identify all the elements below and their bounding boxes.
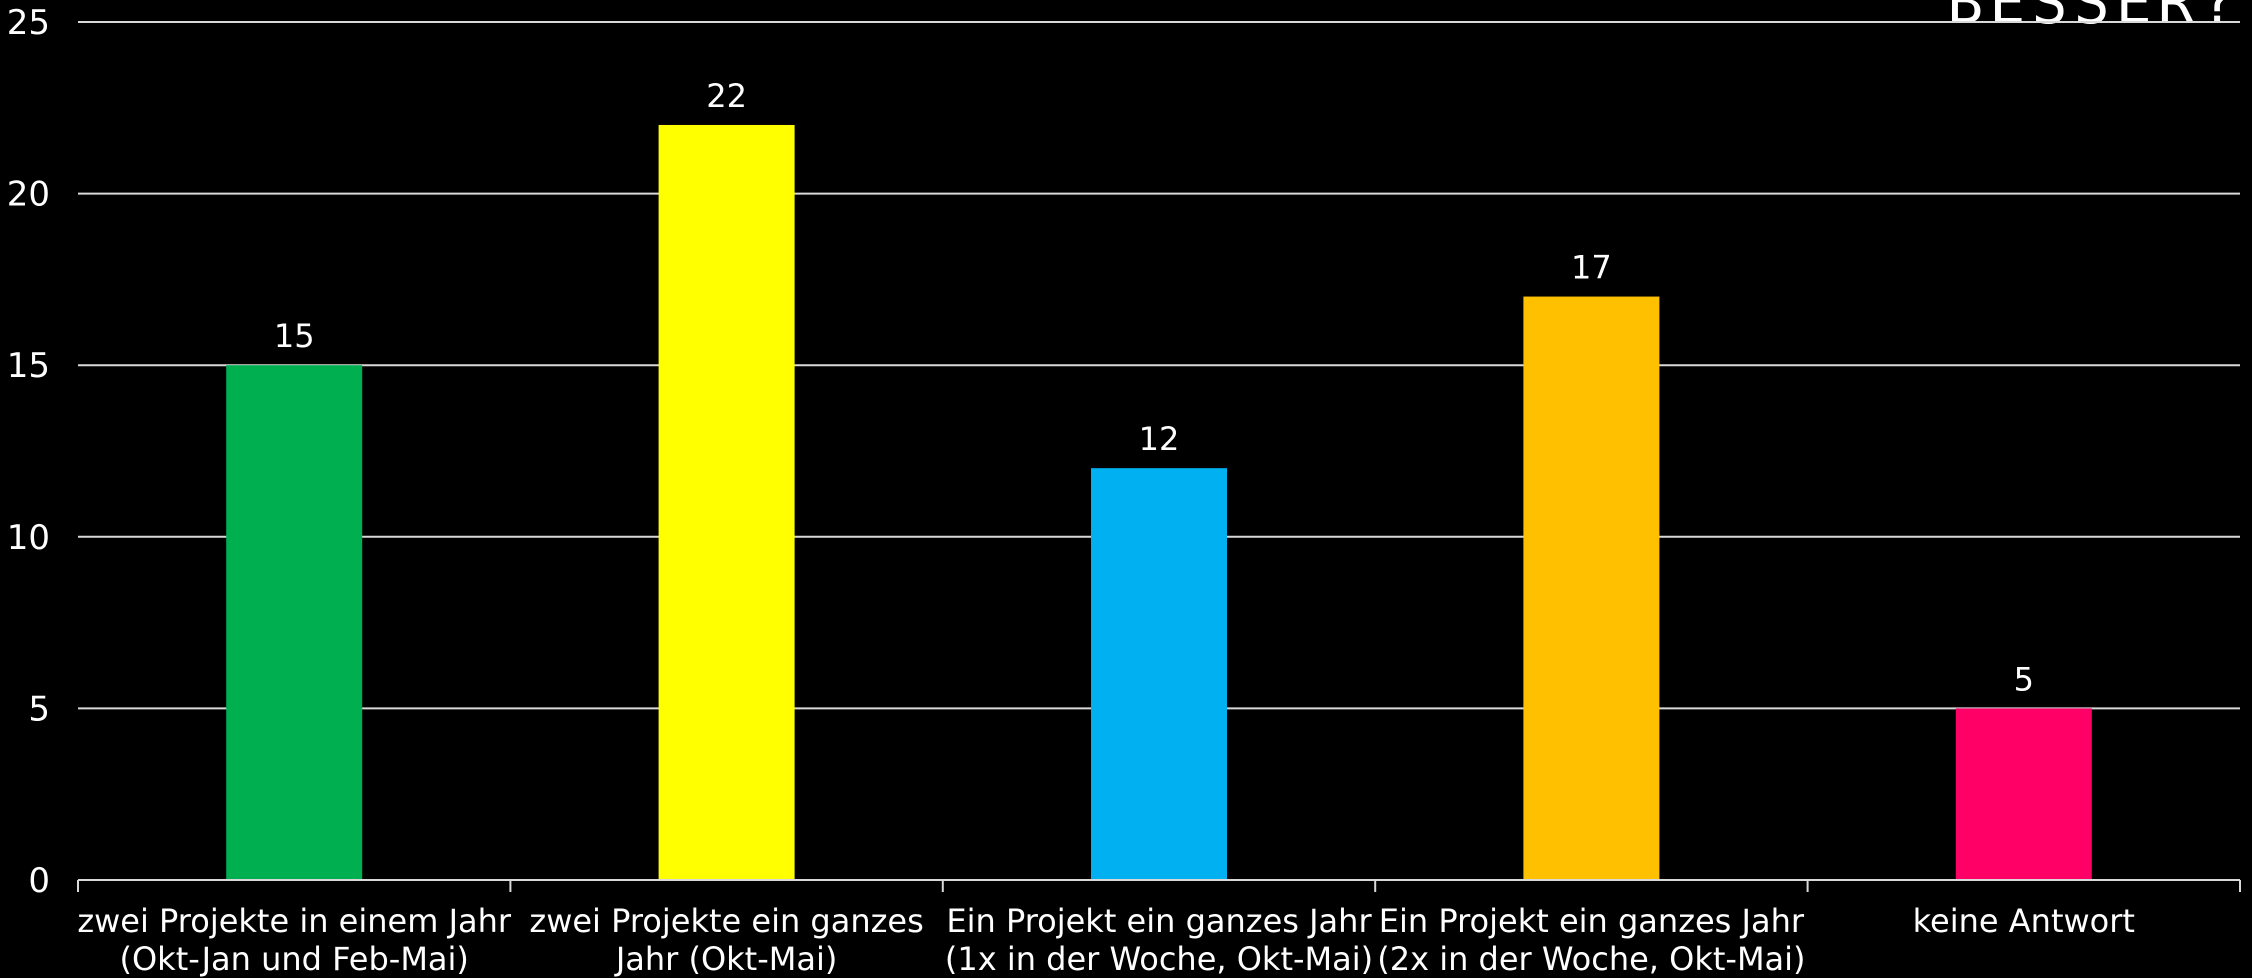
x-tick-label: (1x in der Woche, Okt-Mai) <box>945 940 1373 978</box>
y-tick-label: 10 <box>7 518 50 558</box>
chart-title-fragment: BESSER? <box>1947 0 2242 38</box>
data-label: 22 <box>706 77 747 115</box>
bar <box>1091 468 1227 880</box>
y-tick-label: 5 <box>28 689 50 729</box>
x-axis <box>77 879 2241 892</box>
data-label: 5 <box>2014 660 2034 698</box>
x-tick-label: Ein Projekt ein ganzes Jahr <box>1379 902 1805 940</box>
data-label: 12 <box>1139 420 1180 458</box>
bar <box>1523 296 1660 880</box>
data-label: 17 <box>1571 249 1612 287</box>
bar <box>658 124 795 880</box>
y-tick-label: 20 <box>7 175 50 215</box>
x-tick-label: Jahr (Okt-Mai) <box>614 940 838 978</box>
x-tick-label: keine Antwort <box>1913 902 2135 940</box>
y-tick-label: 0 <box>28 861 50 901</box>
y-tick-label: 15 <box>7 346 50 386</box>
data-label: 15 <box>274 317 315 355</box>
x-tick-label: Ein Projekt ein ganzes Jahr <box>946 902 1372 940</box>
x-tick-label: (Okt-Jan und Feb-Mai) <box>119 940 468 978</box>
x-axis-categories: zwei Projekte in einem Jahr(Okt-Jan und … <box>77 902 2135 978</box>
y-axis-ticks: 0 5 10 15 20 25 <box>7 3 50 901</box>
bars <box>226 124 2092 880</box>
y-tick-label: 25 <box>7 3 50 43</box>
data-labels: 15 22 12 17 5 <box>274 77 2034 698</box>
x-tick-label: (2x in der Woche, Okt-Mai) <box>1377 940 1805 978</box>
bar <box>1955 708 2092 880</box>
bar <box>226 365 363 880</box>
x-tick-label: zwei Projekte in einem Jahr <box>77 902 512 940</box>
x-tick-label: zwei Projekte ein ganzes <box>529 902 923 940</box>
